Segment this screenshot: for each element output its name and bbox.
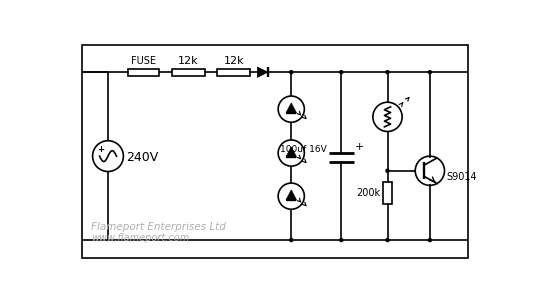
Text: FUSE: FUSE xyxy=(131,56,156,66)
Circle shape xyxy=(340,70,343,74)
Text: 200k: 200k xyxy=(357,188,381,198)
Polygon shape xyxy=(257,67,268,77)
Polygon shape xyxy=(286,190,296,200)
Circle shape xyxy=(386,238,389,242)
Text: Flameport Enterprises Ltd: Flameport Enterprises Ltd xyxy=(91,222,226,232)
Text: +: + xyxy=(98,146,104,154)
Text: 240V: 240V xyxy=(126,151,159,164)
Polygon shape xyxy=(286,103,296,113)
Text: www.flameport.com: www.flameport.com xyxy=(91,233,189,243)
Circle shape xyxy=(290,70,293,74)
Bar xyxy=(383,182,392,204)
Bar xyxy=(217,69,251,76)
Circle shape xyxy=(429,70,431,74)
Bar xyxy=(128,69,159,76)
Text: 12k: 12k xyxy=(178,56,199,66)
Text: 12k: 12k xyxy=(223,56,244,66)
Circle shape xyxy=(340,238,343,242)
Bar xyxy=(172,69,205,76)
Text: 100uf 16V: 100uf 16V xyxy=(280,146,327,154)
Circle shape xyxy=(290,238,293,242)
Text: +: + xyxy=(355,142,365,152)
Circle shape xyxy=(386,70,389,74)
Text: S9014: S9014 xyxy=(446,172,477,182)
Circle shape xyxy=(429,238,431,242)
Polygon shape xyxy=(286,147,296,157)
Circle shape xyxy=(386,169,389,172)
